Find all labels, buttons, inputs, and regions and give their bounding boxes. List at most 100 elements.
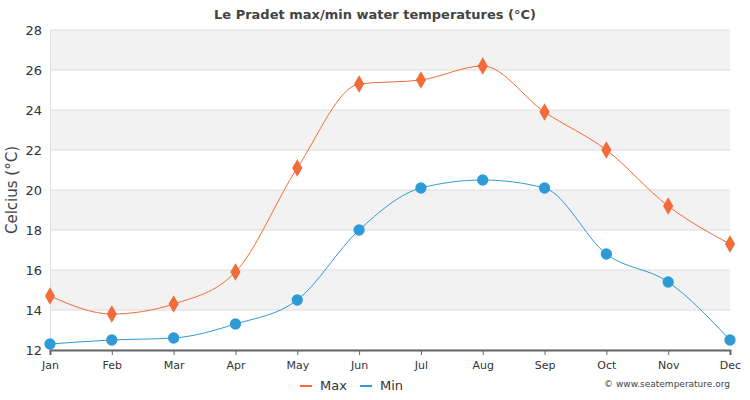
x-tick-mark [421, 350, 422, 355]
series-marker [168, 332, 179, 343]
x-tick-mark [606, 350, 607, 355]
series-marker [663, 276, 674, 287]
grid-line [50, 230, 730, 231]
x-tick: May [286, 350, 309, 372]
legend-item: Min [360, 378, 403, 393]
y-tick-label: 26 [25, 63, 42, 78]
y-tick: 20 [25, 183, 50, 198]
x-tick: Jul [414, 350, 428, 372]
y-tick-label: 22 [25, 143, 42, 158]
y-tick: 24 [25, 103, 50, 118]
x-axis-line [51, 351, 731, 356]
series-marker [478, 57, 488, 75]
x-tick-label: Nov [658, 359, 680, 372]
x-tick-mark [174, 350, 175, 355]
series-line [50, 180, 730, 344]
series-marker [601, 248, 612, 259]
series-marker [724, 334, 735, 345]
series-marker [107, 305, 117, 323]
grid-line [50, 150, 730, 151]
y-tick-label: 12 [25, 343, 42, 358]
series-marker [415, 182, 426, 193]
series-marker [353, 224, 364, 235]
x-tick-label: Sep [535, 359, 556, 372]
x-tick-label: Feb [103, 359, 122, 372]
legend-label: Max [320, 378, 347, 393]
legend: Max Min [300, 378, 403, 393]
x-tick-label: Mar [164, 359, 185, 372]
y-tick: 26 [25, 63, 50, 78]
y-tick: 18 [25, 223, 50, 238]
y-tick-label: 14 [25, 303, 42, 318]
grid-line [50, 30, 730, 31]
x-tick-label: May [286, 359, 309, 372]
plot: 12 14 16 18 20 22 24 26 28 Jan Feb Mar Apr May Jun Jul A… [25, 23, 741, 372]
x-tick-label: Oct [597, 359, 617, 372]
y-tick: 16 [25, 263, 50, 278]
x-tick: Apr [226, 350, 246, 372]
x-tick-label: Jun [350, 359, 368, 372]
x-tick-label: Jan [41, 359, 59, 372]
grid-line [50, 70, 730, 71]
series-marker [416, 71, 426, 89]
x-tick-mark [545, 350, 546, 355]
y-tick-label: 18 [25, 223, 42, 238]
x-tick-mark [668, 350, 669, 355]
grid-band [50, 110, 730, 150]
x-tick-mark [359, 350, 360, 355]
x-tick-mark [730, 350, 731, 355]
series-marker [725, 235, 735, 253]
series-marker [292, 159, 302, 177]
x-tick-label: Aug [472, 359, 493, 372]
y-tick-label: 28 [25, 23, 42, 38]
x-tick: Dec [720, 350, 741, 372]
x-tick-mark [483, 350, 484, 355]
y-axis-title: Celcius (°C) [3, 146, 21, 234]
x-tick-mark [50, 350, 51, 355]
series-marker [106, 334, 117, 345]
grid-band [50, 190, 730, 230]
legend-label: Min [380, 378, 403, 393]
footer: © www.seatemperature.org [604, 379, 730, 389]
series-marker [45, 287, 55, 305]
grid-band [50, 270, 730, 310]
series-marker [169, 295, 179, 313]
x-tick-mark [297, 350, 298, 355]
legend-swatch [360, 385, 372, 387]
x-tick: Sep [535, 350, 556, 372]
x-axis: Jan Feb Mar Apr May Jun Jul Aug Sep Oct Nov Dec [41, 350, 741, 372]
legend-swatch [300, 385, 312, 387]
series-line [50, 66, 730, 314]
x-tick: Aug [472, 350, 493, 372]
x-tick: Nov [658, 350, 680, 372]
series-marker [539, 182, 550, 193]
series-marker [539, 103, 549, 121]
series-marker [663, 197, 673, 215]
grid-line [50, 270, 730, 271]
chart: 12 14 16 18 20 22 24 26 28 Jan Feb Mar Apr May Jun Jul A… [0, 0, 750, 400]
grid-band [50, 30, 730, 70]
y-tick-label: 24 [25, 103, 42, 118]
x-tick: Oct [597, 350, 617, 372]
series-marker [477, 174, 488, 185]
x-tick-label: Jul [414, 359, 428, 372]
x-tick-mark [235, 350, 236, 355]
series-group [44, 57, 735, 349]
x-tick: Jan [41, 350, 59, 372]
x-tick: Jun [350, 350, 368, 372]
series-marker [354, 75, 364, 93]
series-marker [44, 338, 55, 349]
series-marker [601, 141, 611, 159]
series-marker [230, 318, 241, 329]
grid-line [50, 110, 730, 111]
x-tick-mark [112, 350, 113, 355]
y-tick: 22 [25, 143, 50, 158]
series-marker [230, 263, 240, 281]
x-tick: Feb [103, 350, 122, 372]
x-tick-label: Dec [720, 359, 741, 372]
grid-lines [50, 30, 730, 350]
y-tick: 28 [25, 23, 50, 38]
legend-item: Max [300, 378, 347, 393]
y-tick: 14 [25, 303, 50, 318]
grid-bands [50, 30, 730, 310]
